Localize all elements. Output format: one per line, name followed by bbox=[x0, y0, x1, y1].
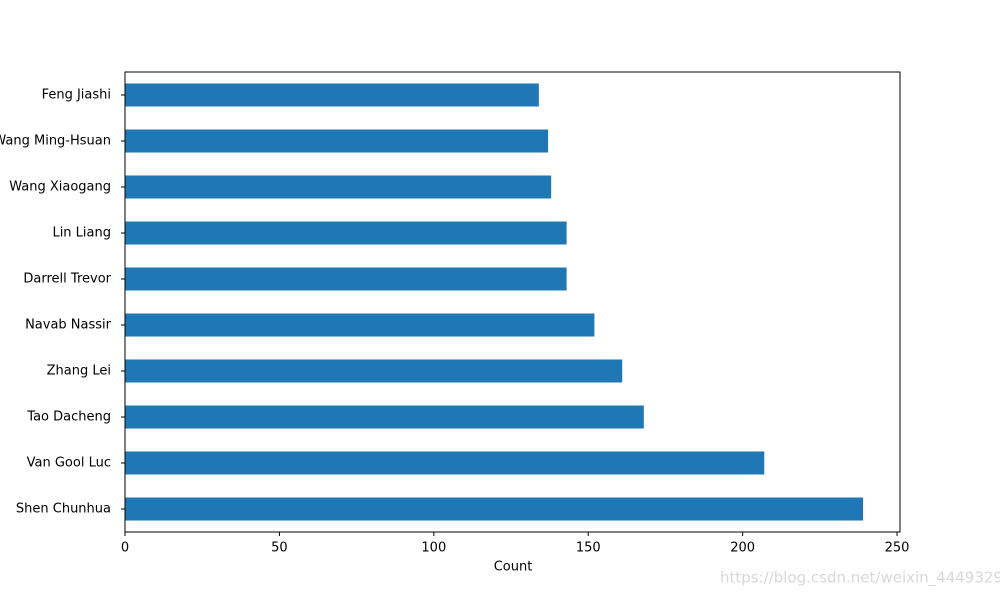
y-tick-label: Wang Xiaogang bbox=[9, 180, 111, 195]
x-tick-label: 50 bbox=[271, 541, 288, 556]
y-tick-label: Navab Nassir bbox=[25, 318, 112, 333]
y-tick-label: Wang Ming-Hsuan bbox=[0, 134, 111, 149]
y-tick-label: Shen Chunhua bbox=[16, 502, 111, 517]
y-tick-label: Lin Liang bbox=[52, 226, 111, 241]
bar bbox=[125, 313, 595, 337]
watermark: https://blog.csdn.net/weixin_44493291 bbox=[720, 569, 1000, 588]
bar bbox=[125, 451, 765, 475]
x-tick-label: 250 bbox=[885, 541, 910, 556]
plot-frame bbox=[124, 71, 901, 533]
x-tick-label: 0 bbox=[121, 541, 129, 556]
bar bbox=[125, 221, 567, 245]
y-tick-label: Van Gool Luc bbox=[27, 456, 111, 471]
x-axis-label: Count bbox=[494, 560, 533, 575]
bar bbox=[125, 129, 549, 153]
bar bbox=[125, 405, 644, 429]
x-tick-label: 150 bbox=[576, 541, 601, 556]
y-tick-label: Tao Dacheng bbox=[26, 410, 111, 425]
y-tick-label: Darrell Trevor bbox=[23, 272, 111, 287]
x-tick-label: 100 bbox=[421, 541, 446, 556]
bar bbox=[125, 497, 864, 521]
x-tick-label: 200 bbox=[730, 541, 755, 556]
bar bbox=[125, 359, 623, 383]
bar bbox=[125, 267, 567, 291]
y-tick-label: Zhang Lei bbox=[47, 364, 111, 379]
bar bbox=[125, 175, 552, 199]
bar bbox=[125, 83, 539, 107]
y-tick-label: Feng Jiashi bbox=[42, 88, 111, 103]
